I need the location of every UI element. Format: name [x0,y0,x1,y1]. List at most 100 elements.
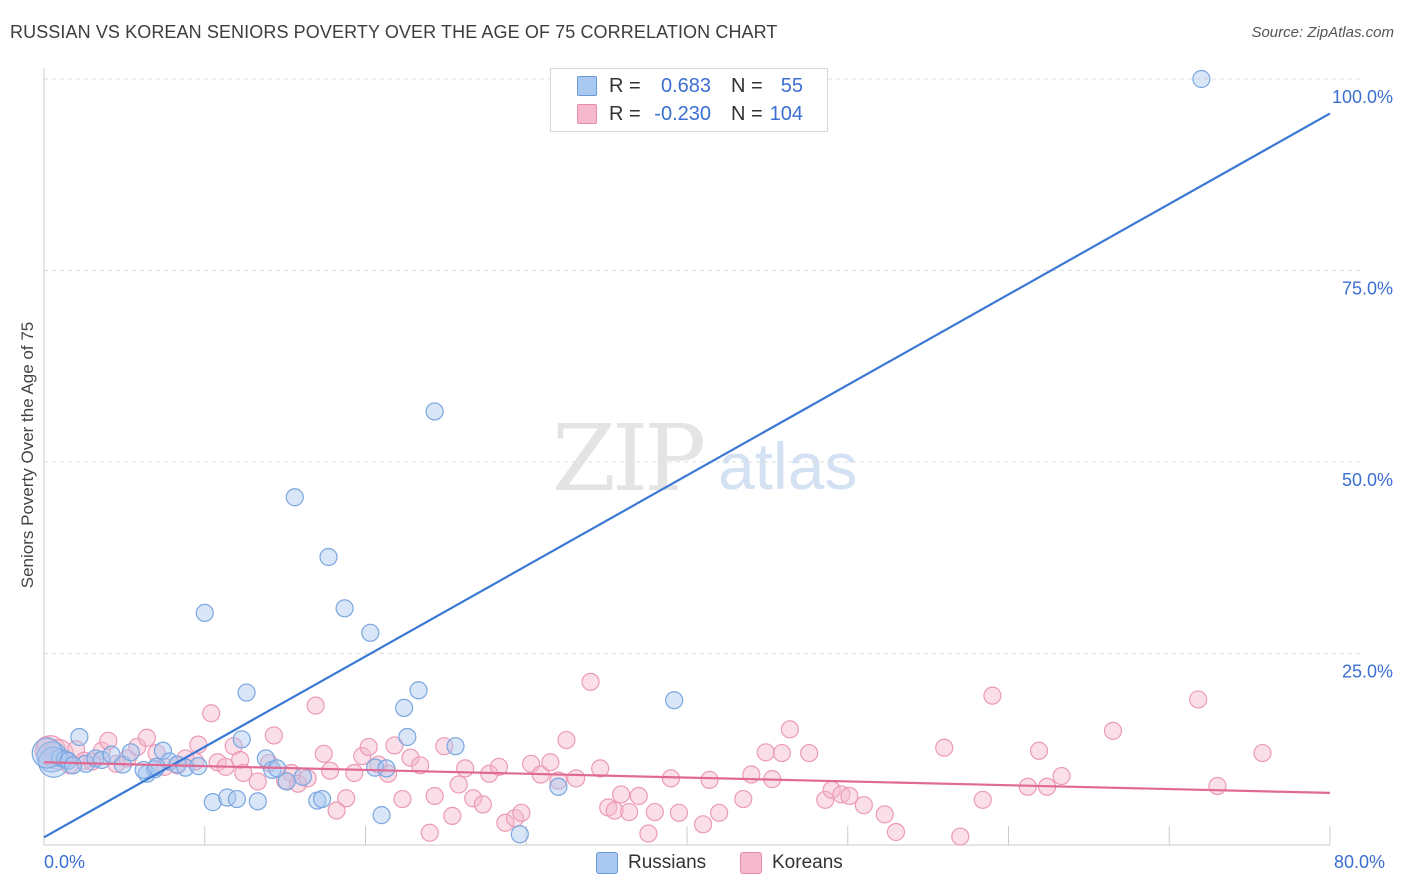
n-label: N = [731,74,763,97]
korean-point [234,763,253,783]
korean-point [605,801,624,820]
n-value: 55 [780,74,803,97]
russians-trend-line [43,112,1331,839]
russian-point [1192,69,1211,89]
korean-point [591,759,610,778]
korean-point [734,789,753,809]
russian-point [153,741,173,760]
russian-point [372,806,391,825]
y-tick-label: 75.0% [1342,279,1393,299]
korean-point [411,756,430,775]
russians-legend-swatch [596,852,618,874]
legend-item-russians[interactable]: Russians [596,852,706,874]
legend-row-koreans: R = -0.230 N = 104 [551,100,827,128]
korean-point [983,686,1002,705]
chart-title: RUSSIAN VS KOREAN SENIORS POVERTY OVER T… [10,22,778,42]
legend-item-koreans[interactable]: Koreans [740,852,843,874]
korean-point [742,765,761,784]
watermark-atlas: atlas [718,429,858,503]
korean-point [306,696,325,715]
russian-point [549,777,568,796]
korean-point [854,796,873,815]
korean-point [669,803,689,822]
y-tick-labels: 100.0% 75.0% 50.0% 25.0% [1332,87,1393,682]
russian-point [398,727,417,747]
series-russians [31,69,1211,844]
grid-lines [44,78,1360,654]
korean-point [541,753,560,772]
korean-point [345,763,364,783]
y-tick-label: 100.0% [1332,87,1393,107]
russian-point [63,756,83,775]
korean-point [1208,776,1227,796]
korean-point [800,743,819,763]
korean-point [99,731,118,750]
korean-point [951,827,970,846]
russian-point [394,698,414,717]
korean-point [36,736,55,755]
russian-point [665,691,684,710]
korean-point [875,805,894,824]
russian-point [293,767,312,786]
korean-point [337,789,356,808]
russian-point [377,759,396,778]
korean-point [557,730,576,750]
korean-point [489,757,509,776]
korean-point [327,801,346,820]
korean-point [645,802,664,822]
korean-point [700,770,719,789]
russian-point [248,792,267,811]
korean-point [935,738,954,757]
russian-point [335,599,354,618]
r-label: R = [609,74,641,97]
korean-point [512,803,531,822]
korean-point [456,759,475,778]
korean-point [321,761,340,780]
korean-point [566,769,586,788]
series-koreans [34,672,1272,846]
korean-point [449,775,468,794]
russian-point [510,825,529,844]
y-tick-label: 50.0% [1342,470,1393,490]
n-value: 104 [769,102,803,125]
x-min-label: 0.0% [44,852,86,872]
korean-point [264,726,283,745]
korean-point [393,789,412,809]
korean-point [840,786,859,806]
y-tick-label: 25.0% [1342,662,1393,682]
koreans-legend-label: Koreans [772,852,843,873]
korean-point [473,795,492,814]
russian-point [425,402,444,421]
russian-point [319,547,338,567]
korean-point [248,772,267,791]
legend-row-russians: R = 0.683 N = 55 [551,72,827,100]
koreans-trend-line [43,761,1331,795]
korean-point [202,704,221,723]
korean-point [420,823,439,842]
korean-point [816,790,835,809]
koreans-legend-swatch [740,852,762,874]
korean-point [1189,690,1208,709]
correlation-legend: R = 0.683 N = 55 R = -0.230 N = 104 [550,68,828,132]
trend-lines [43,112,1331,839]
russian-point [285,488,304,507]
r-value: 0.683 [660,74,711,97]
korean-point [611,785,631,804]
korean-point [620,802,639,822]
korean-point [1029,741,1049,760]
n-label: N = [731,102,763,125]
russian-point [446,737,465,756]
korean-point [1253,743,1272,763]
russian-point [31,737,63,769]
r-label: R = [609,102,641,125]
korean-point [137,728,156,747]
russian-point [277,772,296,791]
korean-point [464,789,483,808]
russian-point [409,681,428,700]
russian-point [203,793,222,812]
korean-point [973,790,992,809]
korean-point [772,743,791,763]
series-legend: Russians Koreans [0,852,1406,878]
korean-point [353,747,372,766]
korean-point [780,720,799,739]
